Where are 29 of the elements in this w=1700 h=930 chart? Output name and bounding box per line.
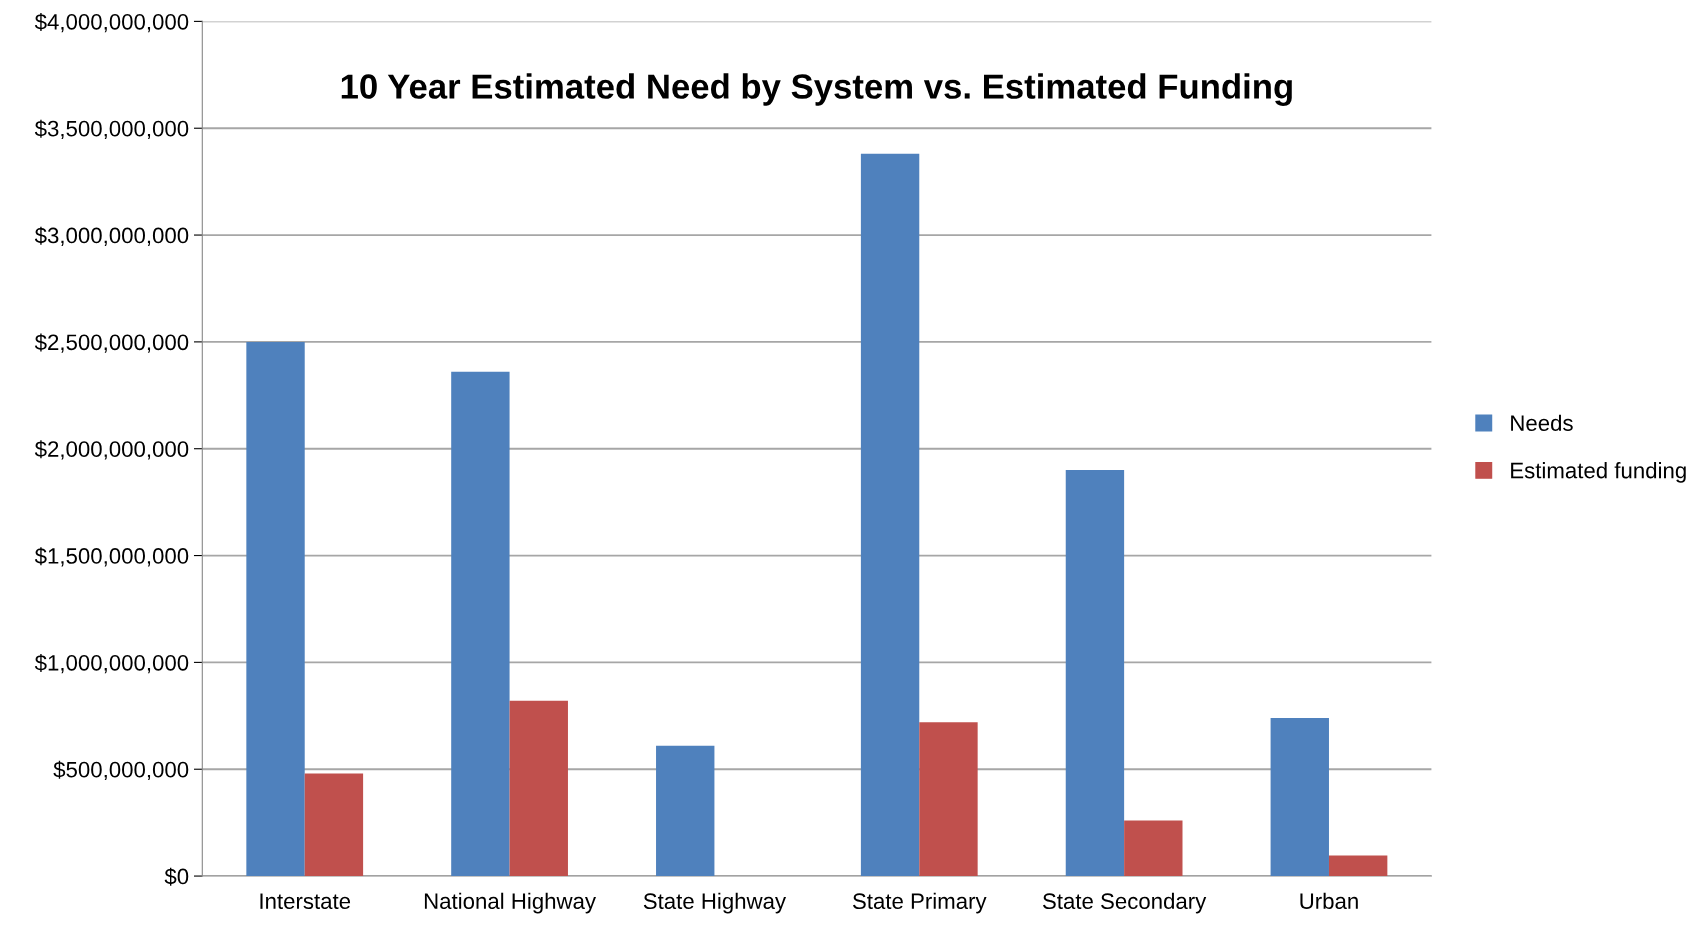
- y-tick-label: $1,500,000,000: [34, 547, 189, 567]
- legend-label: Estimated funding: [1511, 462, 1686, 483]
- bar: [246, 341, 305, 877]
- bar: [1328, 855, 1388, 877]
- x-tick-label: National Highway: [424, 892, 596, 914]
- bar: [1065, 470, 1125, 877]
- y-tick-label: $500,000,000: [53, 760, 189, 781]
- bar: [509, 700, 568, 877]
- text: 10 Year Estimated Need by System vs. Estimated Funding: [341, 73, 1292, 106]
- legend-label: Needs: [1511, 414, 1573, 431]
- bar: [656, 745, 715, 877]
- x-tick-label: Urban: [1300, 892, 1358, 910]
- bar: [1270, 717, 1329, 877]
- bar: [860, 153, 920, 877]
- bar: [1124, 820, 1183, 877]
- y-tick-label: $0: [164, 867, 189, 886]
- y-tick-label: $3,000,000,000: [34, 226, 189, 246]
- y-tick-label: $2,000,000,000: [34, 440, 189, 460]
- x-tick-label: State Highway: [643, 892, 787, 914]
- y-tick-label: $3,500,000,000: [34, 119, 189, 140]
- x-tick-label: Interstate: [260, 893, 351, 910]
- y-tick-label: $4,000,000,000: [34, 12, 189, 33]
- bar: [451, 371, 510, 877]
- x-tick-label: State Primary: [852, 892, 987, 914]
- y-tick-label: $2,500,000,000: [34, 333, 189, 353]
- bar: [919, 722, 978, 877]
- bar: [304, 773, 364, 877]
- y-tick-label: $1,000,000,000: [34, 653, 189, 674]
- x-tick-label: State Secondary: [1042, 892, 1207, 914]
